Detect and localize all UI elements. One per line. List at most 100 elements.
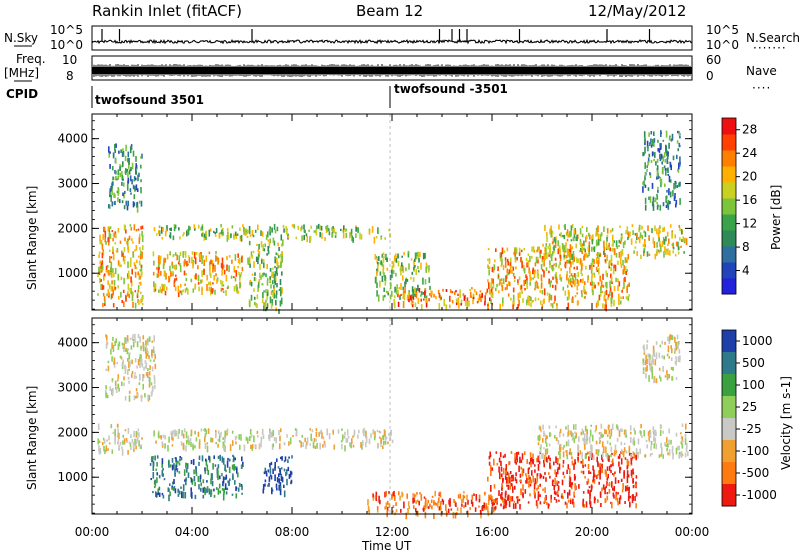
echo-cell — [140, 444, 142, 448]
echo-cell — [418, 288, 421, 293]
echo-cell — [629, 425, 632, 431]
echo-cell — [557, 440, 560, 445]
echo-cell — [380, 440, 382, 448]
echo-cell — [577, 258, 580, 263]
echo-cell — [662, 454, 664, 459]
echo-cell — [194, 445, 196, 449]
echo-cell — [269, 276, 271, 284]
echo-cell — [555, 456, 557, 463]
echo-cell — [624, 485, 627, 492]
echo-cell — [315, 432, 318, 438]
echo-cell — [169, 491, 171, 497]
echo-cell — [536, 282, 539, 289]
echo-cell — [101, 243, 104, 250]
echo-cell — [570, 225, 573, 231]
echo-cell — [537, 455, 540, 463]
echo-cell — [266, 277, 269, 281]
echo-cell — [569, 248, 572, 255]
echo-cell — [490, 292, 493, 298]
echo-cell — [382, 436, 384, 439]
echo-cell — [99, 239, 101, 245]
echo-cell — [193, 476, 196, 482]
echo-cell — [554, 274, 557, 280]
echo-cell — [253, 296, 256, 300]
echo-cell — [571, 246, 574, 250]
echo-cell — [591, 286, 594, 293]
echo-cell — [130, 227, 133, 231]
echo-cell — [528, 467, 530, 470]
echo-cell — [488, 289, 491, 295]
echo-cell — [170, 227, 172, 232]
echo-cell — [644, 162, 646, 169]
echo-cell — [153, 281, 155, 287]
svg-text:····: ···· — [752, 81, 771, 95]
noise-ytick-left-bottom: 10^0 — [50, 38, 83, 52]
echo-cell — [566, 270, 568, 275]
echo-cell — [140, 200, 143, 207]
echo-cell — [203, 268, 205, 275]
echo-cell — [185, 462, 188, 466]
echo-cell — [109, 256, 111, 263]
echo-cell — [147, 368, 149, 372]
echo-cell — [136, 432, 138, 436]
echo-cell — [271, 299, 274, 306]
echo-cell — [221, 488, 224, 491]
echo-cell — [635, 454, 637, 461]
echo-cell — [424, 501, 427, 508]
echo-cell — [627, 231, 629, 236]
echo-cell — [504, 492, 507, 498]
echo-cell — [624, 276, 626, 283]
echo-cell — [555, 472, 558, 477]
echo-cell — [126, 277, 129, 280]
echo-cell — [620, 428, 622, 432]
echo-cell — [194, 494, 197, 500]
echo-cell — [174, 472, 176, 477]
echo-cell — [343, 225, 345, 231]
echo-cell — [138, 172, 140, 177]
echo-cell — [632, 495, 634, 499]
echo-cell — [422, 292, 425, 295]
echo-cell — [397, 301, 400, 307]
echo-cell — [257, 224, 259, 231]
echo-cell — [130, 434, 132, 438]
echo-cell — [171, 430, 174, 437]
echo-cell — [680, 432, 682, 435]
velocity-ylabel: Slant Range [km] — [25, 386, 39, 490]
echo-cell — [631, 499, 634, 504]
echo-cell — [683, 251, 685, 254]
echo-cell — [517, 496, 519, 499]
echo-cell — [406, 493, 408, 499]
echo-cell — [677, 445, 679, 451]
echo-cell — [198, 286, 200, 292]
echo-cell — [297, 225, 300, 230]
echo-cell — [516, 453, 518, 460]
echo-cell — [117, 175, 119, 180]
echo-cell — [580, 431, 583, 436]
echo-cell — [218, 233, 221, 237]
echo-cell — [587, 246, 590, 252]
echo-cell — [151, 366, 154, 372]
echo-cell — [610, 259, 613, 266]
echo-cell — [258, 243, 260, 250]
echo-cell — [102, 251, 105, 256]
echo-cell — [679, 355, 681, 360]
echo-cell — [150, 382, 153, 386]
echo-cell — [535, 280, 538, 284]
echo-cell — [126, 205, 129, 211]
echo-cell — [684, 237, 686, 241]
echo-cell — [635, 503, 637, 509]
echo-cell — [101, 252, 104, 259]
echo-cell — [195, 468, 197, 473]
echo-cell — [549, 263, 551, 269]
echo-cell — [569, 448, 571, 455]
echo-cell — [562, 464, 564, 468]
echo-cell — [620, 458, 623, 465]
echo-cell — [127, 177, 130, 184]
echo-cell — [400, 268, 402, 276]
echo-cell — [484, 301, 486, 306]
cpid-row: twofsound 3501 twofsound -3501 — [91, 82, 508, 108]
echo-cell — [190, 477, 192, 480]
echo-cell — [234, 466, 236, 470]
echo-cell — [114, 380, 117, 386]
